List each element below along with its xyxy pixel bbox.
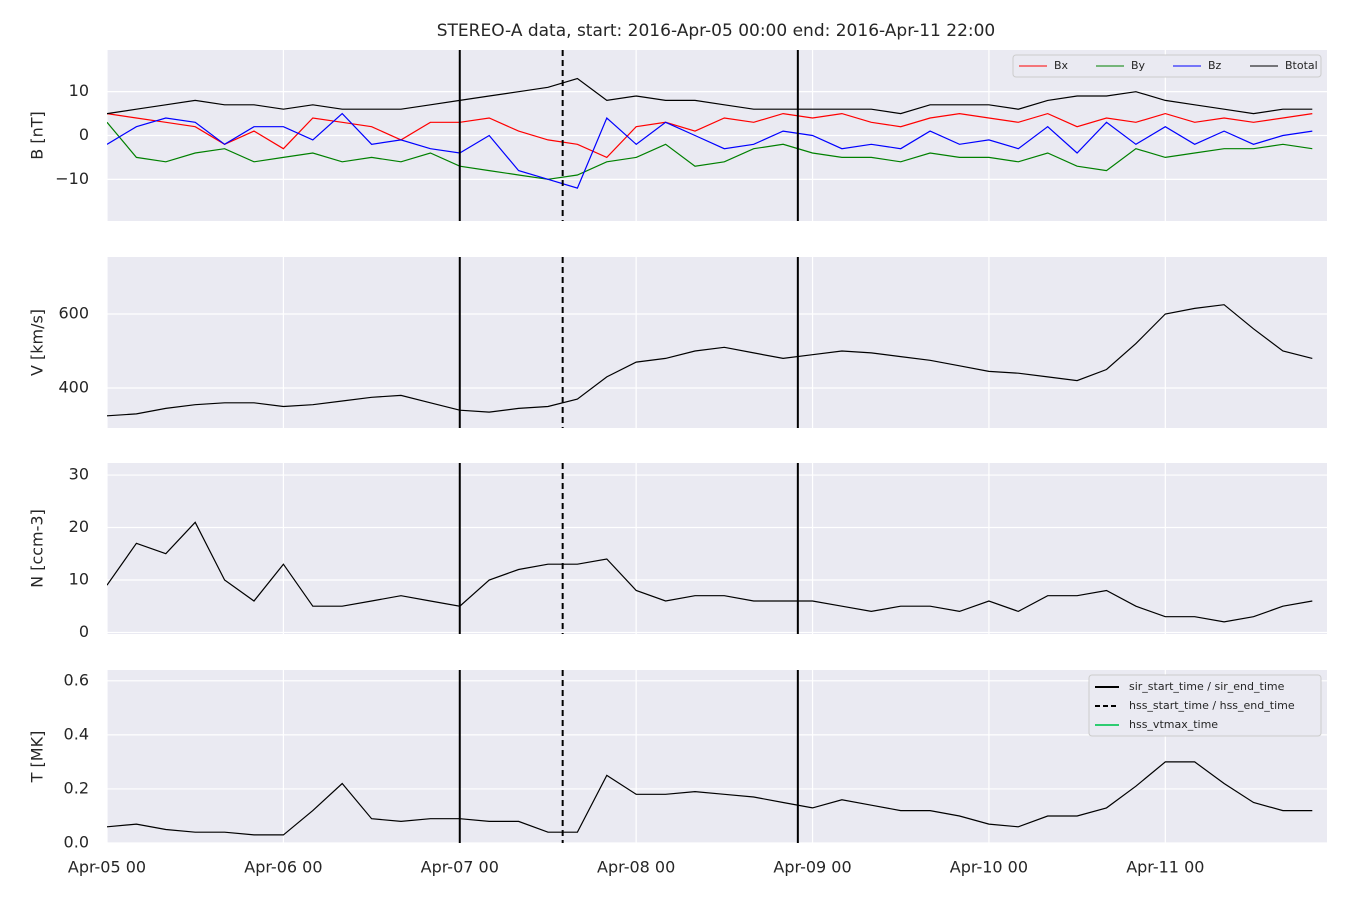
legend-box bbox=[1088, 674, 1322, 737]
y-tick-label: 0 bbox=[79, 622, 89, 641]
series-line bbox=[107, 112, 1313, 159]
legend-label: Bx bbox=[1054, 59, 1069, 72]
y-axis-label: B [nT] bbox=[28, 111, 47, 159]
legend: sir_start_time / sir_end_time hss_start_t… bbox=[1088, 674, 1322, 737]
x-tick-label: Apr-07 00 bbox=[421, 858, 499, 877]
x-tick-label: Apr-06 00 bbox=[244, 858, 322, 877]
plot-area bbox=[107, 761, 1313, 836]
x-tick-label: Apr-05 00 bbox=[68, 858, 146, 877]
series-line bbox=[107, 761, 1313, 836]
x-tick-label: Apr-08 00 bbox=[597, 858, 675, 877]
y-tick-label: 0.4 bbox=[64, 724, 89, 743]
x-tick-label: Apr-09 00 bbox=[773, 858, 851, 877]
panel-background bbox=[107, 463, 1327, 634]
legend-label: By bbox=[1131, 59, 1146, 72]
y-tick-label: 20 bbox=[69, 517, 89, 536]
x-tick-label: Apr-10 00 bbox=[950, 858, 1028, 877]
y-tick-label: 0.2 bbox=[64, 778, 89, 797]
series-line bbox=[107, 304, 1313, 417]
y-axis-label: T [MK] bbox=[28, 731, 47, 784]
series-line bbox=[107, 112, 1313, 189]
y-tick-label: 0.0 bbox=[64, 833, 89, 852]
y-axis-label: V [km/s] bbox=[28, 309, 47, 376]
legend-label: Bz bbox=[1208, 59, 1222, 72]
y-axis-label: N [ccm-3] bbox=[28, 509, 47, 588]
series-line bbox=[107, 521, 1313, 623]
legend-label: Btotal bbox=[1285, 59, 1318, 72]
y-tick-label: 10 bbox=[69, 569, 89, 588]
plot-area bbox=[107, 77, 1313, 189]
y-tick-label: 0 bbox=[79, 125, 89, 144]
legend: Bx By Bz Btotal bbox=[1012, 54, 1322, 78]
x-tick-label: Apr-11 00 bbox=[1126, 858, 1204, 877]
legend-label: hss_start_time / hss_end_time bbox=[1129, 699, 1295, 712]
y-tick-label: 400 bbox=[58, 378, 89, 397]
series-line bbox=[107, 77, 1313, 115]
y-tick-label: 10 bbox=[69, 81, 89, 100]
panel-background bbox=[107, 257, 1327, 428]
y-tick-label: 0.6 bbox=[64, 670, 89, 689]
legend-box bbox=[1012, 54, 1322, 78]
y-tick-label: 600 bbox=[58, 304, 89, 323]
plot-area bbox=[107, 521, 1313, 623]
chart-title: STEREO-A data, start: 2016-Apr-05 00:00 … bbox=[437, 21, 996, 41]
series-line bbox=[107, 121, 1313, 180]
legend-label: hss_vtmax_time bbox=[1129, 718, 1218, 731]
y-tick-label: 30 bbox=[69, 465, 89, 484]
legend-label: sir_start_time / sir_end_time bbox=[1129, 680, 1285, 693]
plot-area bbox=[107, 304, 1313, 417]
y-tick-label: −10 bbox=[55, 169, 89, 188]
